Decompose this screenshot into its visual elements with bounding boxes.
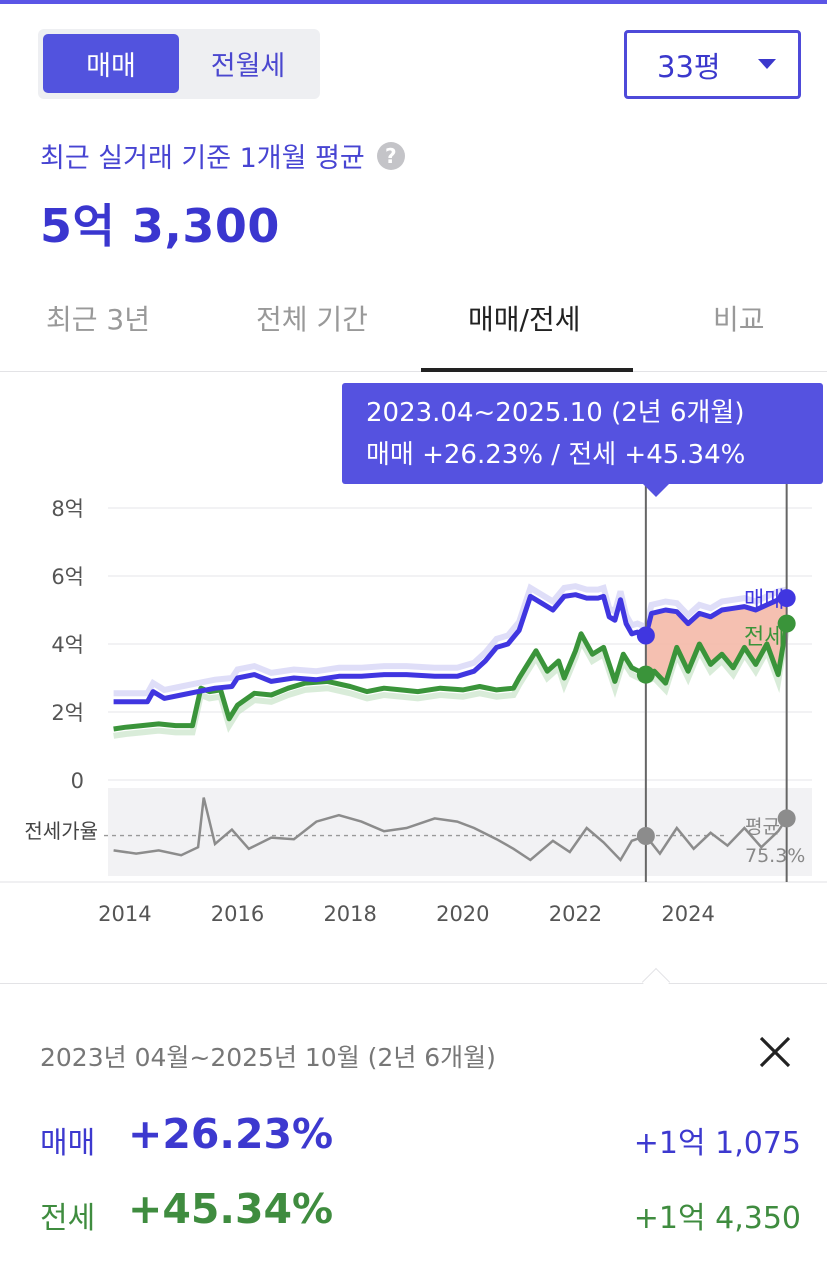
y-tick-label: 0: [71, 769, 84, 793]
tooltip-change: 매매 +26.23% / 전세 +45.34%: [366, 440, 746, 470]
sale-pct: +26.23%: [128, 1110, 334, 1158]
x-tick-label: 2020: [436, 902, 489, 926]
caret-down-icon: [758, 59, 776, 69]
sale-amount: +1억 1,075: [633, 1126, 801, 1161]
sale-label: 매매: [40, 1126, 96, 1161]
average-label-text: 최근 실거래 기준 1개월 평균: [40, 143, 365, 174]
tab-sale-jeonse[interactable]: 매매/전세: [468, 303, 581, 336]
rent-series-line: [113, 623, 790, 732]
tooltip-range: 2023.04~2025.10 (2년 6개월): [366, 398, 745, 428]
average-price: 5억 3,300: [40, 199, 280, 253]
ratio-point: [636, 827, 655, 845]
section-divider: [0, 983, 827, 984]
tab-all-period[interactable]: 전체 기간: [256, 303, 368, 336]
active-tab-underline: [421, 368, 633, 372]
y-tick-label: 2억: [51, 701, 84, 725]
y-tick-label: 8억: [51, 497, 84, 521]
period-tabs: 최근 3년 전체 기간 매매/전세 비교: [0, 280, 827, 372]
ratio-average-label: 평균: [745, 816, 780, 838]
chart-svg: 8억 6억 4억 2억 0 2014 2016 2018 2020 2022 2024 매매전세전세가…: [0, 484, 827, 926]
rent-label: 전세: [40, 1201, 96, 1236]
close-icon[interactable]: [757, 1034, 793, 1070]
top-accent-bar: [0, 0, 827, 4]
ratio-series-line: [113, 797, 788, 863]
help-icon[interactable]: ?: [376, 141, 405, 170]
sale-point: [777, 589, 796, 608]
rent-point: [636, 665, 655, 684]
x-tick-label: 2016: [211, 902, 264, 926]
x-tick-label: 2018: [323, 902, 376, 926]
detail-period: 2023년 04월~2025년 10월 (2년 6개월): [40, 1043, 496, 1072]
tooltip-arrow: [643, 484, 669, 497]
sale-end-label: 매매: [744, 588, 784, 613]
ratio-point: [777, 809, 796, 828]
rent-end-label: 전세: [744, 625, 784, 650]
tab-rent[interactable]: 전월세: [210, 51, 286, 82]
tab-recent-3y[interactable]: 최근 3년: [46, 303, 150, 336]
sale-range-band: [113, 583, 788, 697]
x-tick-label: 2022: [549, 902, 602, 926]
rent-point: [777, 614, 796, 633]
x-tick-label: 2014: [98, 902, 151, 926]
rent-pct: +45.34%: [128, 1185, 334, 1233]
x-tick-label: 2024: [661, 902, 714, 926]
ratio-band: [108, 788, 812, 876]
tab-compare[interactable]: 비교: [713, 303, 765, 336]
y-tick-label: 6억: [51, 565, 84, 589]
average-label: 최근 실거래 기준 1개월 평균 ?: [40, 136, 405, 175]
rent-amount: +1억 4,350: [633, 1201, 801, 1236]
y-tick-label: 4억: [51, 633, 84, 657]
tab-sale[interactable]: 매매: [43, 34, 179, 93]
ratio-axis-label: 전세가율: [24, 819, 98, 843]
size-select[interactable]: 33평: [624, 30, 801, 99]
sale-point: [636, 626, 655, 645]
selection-tooltip: 2023.04~2025.10 (2년 6개월) 매매 +26.23% / 전세…: [342, 383, 823, 484]
ratio-average-value: 75.3%: [745, 845, 805, 867]
size-select-value: 33평: [657, 49, 721, 84]
sale-series-line: [113, 592, 788, 705]
trade-type-toggle: 매매 전월세: [38, 29, 320, 99]
